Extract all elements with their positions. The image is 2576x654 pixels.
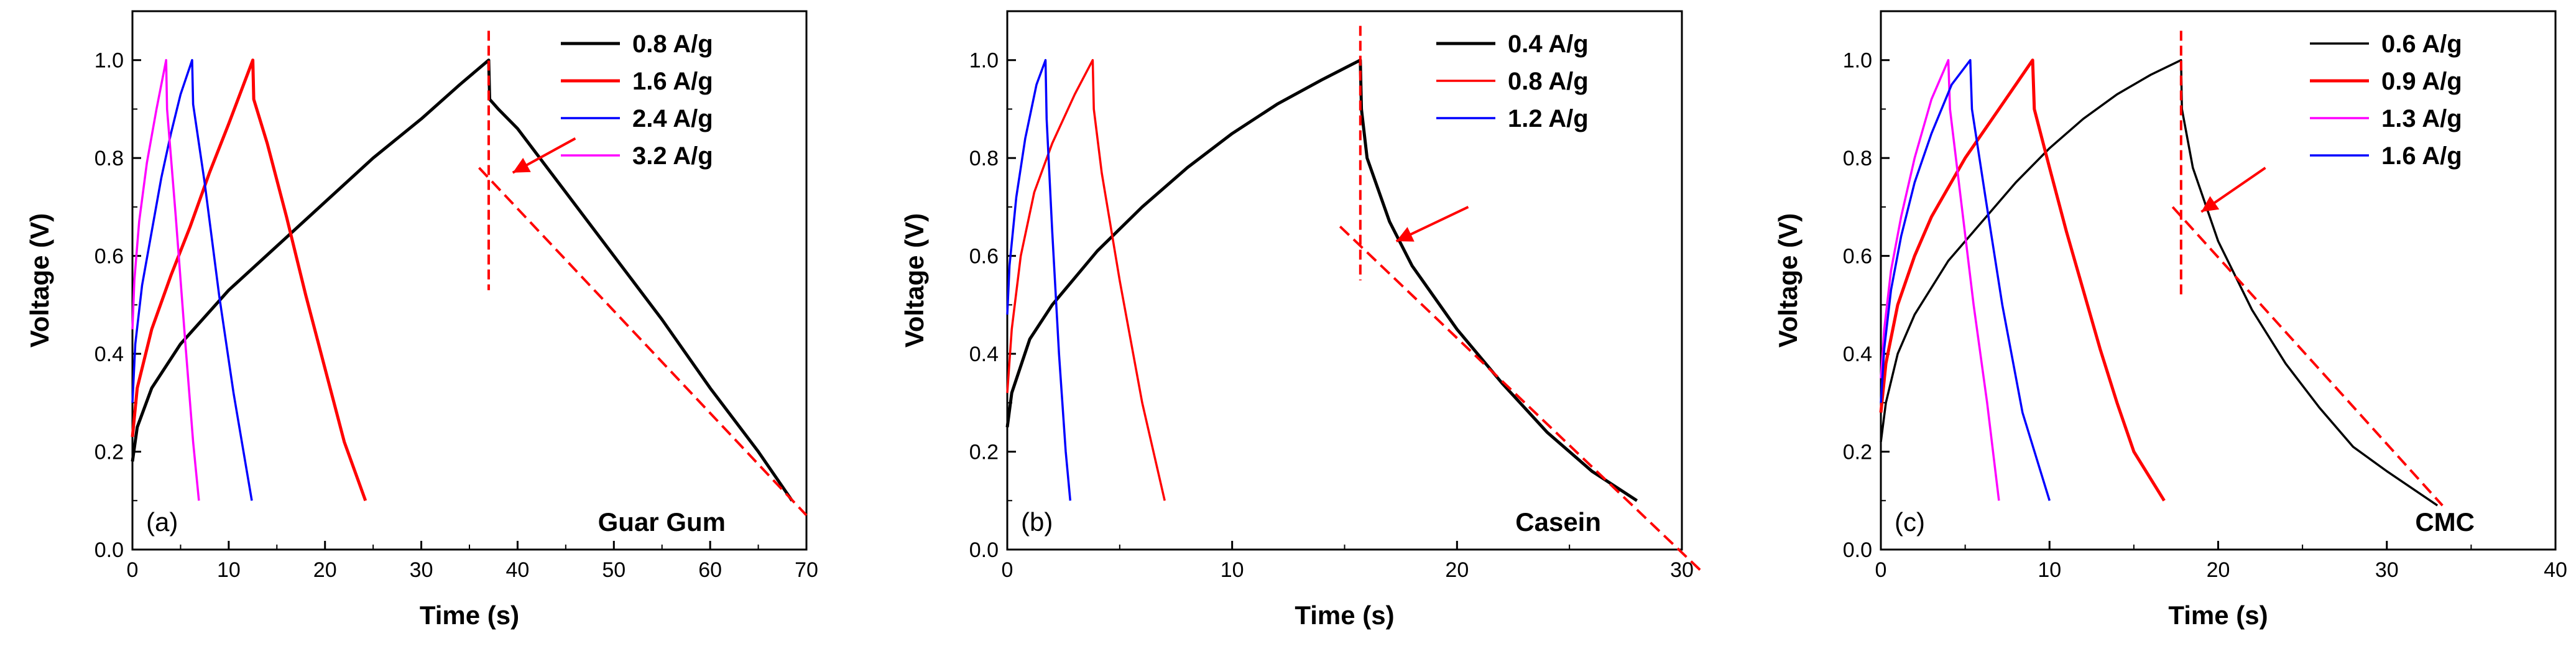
x-tick-label: 30 — [1670, 558, 1694, 582]
y-tick-label: 0.2 — [969, 441, 999, 464]
sample-name-label: Casein — [1515, 507, 1601, 537]
series-line-3 — [131, 58, 253, 501]
y-tick-label: 0.2 — [95, 441, 124, 464]
x-tick-label: 20 — [313, 558, 337, 582]
legend-entry: 2.4 A/g — [632, 105, 713, 132]
arrow-head-icon — [1396, 227, 1415, 242]
chart-panel-2: 0 10 20 30 0.0 0.2 0.4 0.6 0.8 1.0 Time (s) Voltage… — [900, 10, 1706, 630]
y-axis-title: Voltage (V) — [25, 213, 54, 348]
series-line-3 — [1006, 58, 1072, 501]
y-tick-label: 0.8 — [1843, 147, 1872, 170]
y-tick-label: 0.4 — [95, 343, 124, 366]
legend-entry: 1.3 A/g — [2381, 105, 2462, 132]
y-tick-label: 0.6 — [1843, 245, 1872, 269]
legend-entry: 0.8 A/g — [632, 30, 713, 58]
legend-entry: 0.4 A/g — [1508, 30, 1589, 58]
x-tick-label: 50 — [602, 558, 626, 582]
y-tick-label: 0.4 — [1843, 343, 1872, 366]
chart-panel-1: 0 10 20 30 40 50 60 70 0.0 0.2 0.4 0.6 0.8 1.0 Time (s… — [25, 10, 818, 630]
y-tick-label: 0.6 — [969, 245, 999, 269]
series-line-4 — [1880, 58, 2051, 501]
y-axis-title: Voltage (V) — [1773, 213, 1803, 348]
y-tick-label: 0.2 — [1843, 441, 1872, 464]
x-tick-label: 40 — [2544, 558, 2567, 582]
series-line-2 — [1879, 58, 2166, 502]
legend-entry: 0.9 A/g — [2381, 68, 2462, 95]
y-tick-label: 0.0 — [1843, 538, 1872, 562]
x-tick-label: 30 — [2375, 558, 2399, 582]
x-axis-title: Time (s) — [2168, 601, 2268, 630]
x-axis-title: Time (s) — [420, 601, 519, 630]
series-line-2 — [1006, 58, 1166, 501]
series-line-2 — [131, 58, 367, 502]
x-tick-label: 10 — [217, 558, 241, 582]
chart-panel-3: 0 10 20 30 40 0.0 0.2 0.4 0.6 0.8 1.0 Time (s) Volta… — [1773, 10, 2567, 630]
arrow-head-icon — [512, 157, 531, 173]
sample-name-label: CMC — [2415, 507, 2475, 537]
x-tick-label: 10 — [2038, 558, 2061, 582]
x-tick-label: 20 — [1445, 558, 1469, 582]
linear-fit-line — [2171, 206, 2444, 507]
arrow-head-icon — [2201, 196, 2220, 212]
y-tick-label: 1.0 — [969, 49, 999, 73]
linear-fit-line — [1339, 225, 1706, 575]
y-tick-label: 1.0 — [95, 49, 124, 73]
x-tick-label: 60 — [698, 558, 722, 582]
x-tick-label: 0 — [127, 558, 139, 582]
legend-entry: 3.2 A/g — [632, 142, 713, 170]
y-tick-label: 0.0 — [95, 538, 124, 562]
y-tick-label: 1.0 — [1843, 49, 1872, 73]
x-tick-label: 30 — [410, 558, 433, 582]
series-line-4 — [131, 58, 200, 501]
panel-label: (b) — [1021, 507, 1053, 537]
x-tick-label: 70 — [795, 558, 818, 582]
y-tick-label: 0.4 — [969, 343, 999, 366]
legend-entry: 1.2 A/g — [1508, 105, 1589, 132]
y-tick-label: 0.6 — [95, 245, 124, 269]
y-tick-label: 0.0 — [969, 538, 999, 562]
y-tick-label: 0.8 — [95, 147, 124, 170]
series-line-1 — [131, 58, 793, 502]
y-axis-title: Voltage (V) — [900, 213, 929, 348]
y-tick-label: 0.8 — [969, 147, 999, 170]
series-line-3 — [1880, 58, 2000, 501]
x-tick-label: 20 — [2207, 558, 2230, 582]
legend-entry: 1.6 A/g — [2381, 142, 2462, 170]
panel-label: (c) — [1895, 507, 1925, 537]
x-tick-label: 0 — [1875, 558, 1887, 582]
series-line-1 — [1880, 58, 2439, 507]
linear-fit-line — [478, 167, 808, 517]
legend-entry: 1.6 A/g — [632, 68, 713, 95]
sample-name-label: Guar Gum — [598, 507, 726, 537]
x-axis-title: Time (s) — [1295, 601, 1394, 630]
x-tick-label: 10 — [1221, 558, 1244, 582]
x-tick-label: 40 — [506, 558, 530, 582]
legend-entry: 0.6 A/g — [2381, 30, 2462, 58]
legend-entry: 0.8 A/g — [1508, 68, 1589, 95]
x-tick-label: 0 — [1002, 558, 1013, 582]
panel-label: (a) — [146, 507, 178, 537]
